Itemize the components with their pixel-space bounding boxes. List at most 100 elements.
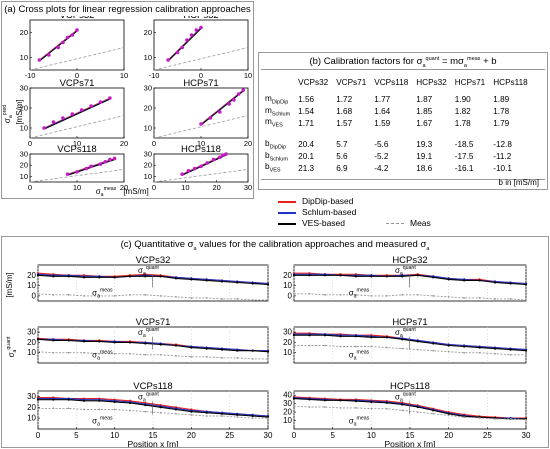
y-tick-label: 10 — [144, 53, 152, 62]
data-point — [98, 100, 103, 104]
series-marker — [509, 417, 512, 420]
table-cell: 1.82 — [454, 106, 471, 116]
series-marker — [385, 401, 388, 404]
series-marker — [52, 398, 55, 401]
series-marker — [478, 346, 481, 349]
series-marker — [52, 275, 55, 278]
y-axis-label-text: σapred — [2, 105, 14, 123]
table-cell: -17.5 — [454, 151, 474, 161]
table-cell: 1.56 — [298, 95, 315, 105]
x-tick-label: 0 — [152, 139, 156, 148]
y-axis-label-quant-text: σaquant — [6, 336, 18, 357]
series-marker — [293, 292, 295, 295]
series-marker — [82, 340, 86, 343]
series-marker — [293, 344, 295, 347]
series-marker — [221, 415, 223, 417]
cross-plot-VCPs32: VCPs32 -10 0 10 10 20 — [20, 16, 129, 80]
series-marker — [236, 356, 239, 359]
series-marker — [205, 411, 208, 414]
series-marker — [370, 407, 373, 410]
series-marker — [266, 283, 270, 286]
series-marker — [67, 275, 70, 278]
table-cell: -5.2 — [374, 151, 389, 161]
profile-title: VCPs118 — [133, 381, 172, 392]
y-tick-label: 20 — [283, 408, 292, 417]
plot-title: HCPs32 — [183, 16, 218, 21]
series-marker — [401, 293, 404, 296]
data-point — [108, 96, 112, 100]
series-marker — [205, 355, 208, 358]
x-tick-label: 10 — [120, 71, 128, 80]
y-axis-label: σapred — [2, 105, 14, 123]
col-header: HCPs32 — [416, 78, 447, 87]
table-cell: -4.2 — [374, 163, 389, 173]
legend-item-schlum: Schlum-based — [278, 207, 478, 218]
y-tick-label: 10 — [20, 124, 28, 133]
series-marker — [432, 342, 435, 345]
series-marker — [432, 349, 435, 352]
row-label-sub: Schlum — [269, 156, 288, 163]
series-marker — [370, 336, 373, 339]
y-tick-label: 20 — [27, 271, 36, 280]
profile-title: HCPs71 — [392, 317, 427, 328]
table-cell: 19.1 — [416, 151, 433, 161]
legend-label: Schlum-based — [302, 207, 357, 217]
series-line-schlum-based — [38, 398, 269, 417]
row-label: m — [265, 117, 272, 127]
row-label-sub: Schlum — [271, 111, 291, 118]
series-marker — [128, 341, 132, 344]
series-marker — [67, 398, 70, 401]
series-marker — [432, 412, 435, 415]
series-line-schlum-based — [294, 333, 527, 351]
row-label: b — [265, 162, 270, 172]
x-tick-label: 20 — [120, 139, 128, 148]
series-marker — [323, 334, 327, 337]
annotation-meas-text: σameas — [92, 288, 113, 300]
y-tick-label: 10 — [27, 348, 36, 357]
series-marker — [354, 335, 357, 338]
x-tick-label: 0 — [28, 139, 32, 148]
series-line-meas — [294, 345, 526, 356]
annotation-meas: σameas — [92, 288, 113, 300]
series-marker — [174, 344, 178, 347]
series-marker — [220, 412, 224, 415]
series-marker — [385, 275, 388, 278]
series-marker — [385, 336, 388, 339]
data-point — [61, 116, 65, 120]
series-marker — [82, 399, 86, 402]
data-point — [175, 50, 180, 55]
series-line-ves-based — [37, 338, 269, 353]
legend-label: VES-based — [302, 218, 345, 228]
series-marker — [509, 298, 512, 300]
y-tick-label: 30 — [20, 150, 28, 159]
panel-c-quantitative-values: (c) Quantitative σa values for the calib… — [1, 236, 549, 448]
data-point — [70, 112, 75, 116]
row-label: m — [265, 105, 272, 115]
annotation-meas-text: σameas — [349, 288, 370, 300]
series-marker — [323, 399, 327, 402]
series-marker — [370, 275, 373, 278]
annotation-quant: σaquant — [138, 391, 159, 403]
data-point — [189, 33, 194, 37]
series-marker — [221, 298, 223, 300]
data-point — [75, 170, 79, 174]
series-marker — [221, 356, 223, 359]
y-tick-label: 30 — [283, 399, 292, 408]
series-marker — [175, 354, 177, 357]
series-marker — [98, 340, 101, 343]
plot-title: VCPs118 — [57, 144, 96, 155]
series-marker — [129, 352, 131, 355]
data-point — [199, 164, 203, 169]
series-marker — [447, 412, 450, 415]
series-marker — [98, 399, 101, 402]
series-marker — [339, 406, 342, 409]
legend-item-dipdip: DipDip-based — [278, 196, 478, 207]
table-row: mSchlum 1.54 1.68 1.64 1.85 1.82 1.78 — [261, 106, 532, 118]
series-marker — [267, 299, 269, 301]
series-marker — [159, 294, 162, 297]
data-point — [199, 25, 203, 30]
y-tick-label: 20 — [283, 271, 292, 280]
table-cell: 1.85 — [416, 106, 433, 116]
